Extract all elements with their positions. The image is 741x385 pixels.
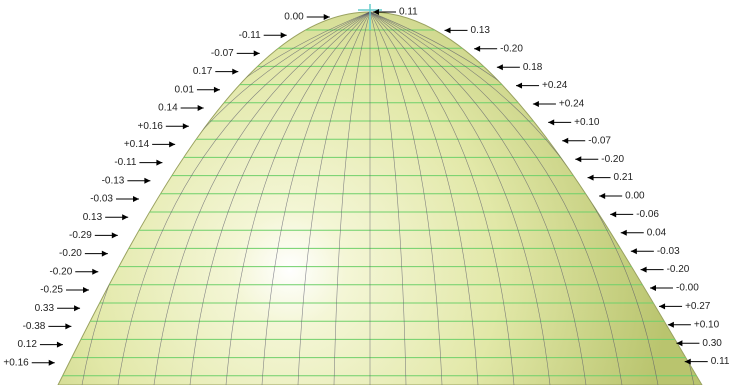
deviation-label: 0.12 [17,339,37,350]
arrow-head [445,27,451,33]
deviation-label: 0.00 [284,12,304,23]
arrow-head [214,87,220,93]
arrow-head [659,303,665,309]
deviation-label: 0.14 [158,103,178,114]
arrow-head [112,232,118,238]
deviation-label: -0.25 [40,285,63,296]
deviation-label: +0.24 [559,99,585,110]
deviation-label: 0.17 [193,66,213,77]
deviation-label: -0.20 [59,248,82,259]
arrow-head [516,83,522,89]
dome-view: 0.00 -0.11 -0.07 0.17 0.01 0.14 +0.16 +0.14 -0.1… [0,0,741,385]
deviation-label: +0.24 [542,80,568,91]
arrow-head [65,323,71,329]
deviation-label: -0.06 [636,209,659,220]
deviation-label: -0.03 [657,246,680,257]
arrow-head [49,360,55,366]
arrow-head [254,50,260,56]
deviation-label: 0.18 [523,62,543,73]
arrow-head [198,105,204,111]
deviation-label: 0.11 [399,7,418,18]
arrow-head [122,214,128,220]
deviation-label: -0.20 [667,264,690,275]
deviation-label: +0.16 [138,121,164,132]
deviation-label: -0.13 [102,175,125,186]
deviation-label: 0.11 [711,356,730,367]
arrow-head [562,138,568,144]
arrow-head [474,46,480,52]
deviation-label: 0.00 [625,191,645,202]
deviation-label: 0.33 [35,303,55,314]
deviation-label: 0.01 [174,84,194,95]
deviation-label: -0.20 [500,43,523,54]
arrow-head [533,101,539,107]
deviation-label: 0.30 [702,338,722,349]
arrow-head [57,342,63,348]
arrow-head [102,251,108,257]
arrow-head [169,141,175,147]
dome-surface [58,12,702,385]
arrow-head [232,69,238,75]
deviation-label: +0.16 [3,357,29,368]
arrow-head [621,230,627,236]
arrow-head [641,267,647,273]
deviation-label: -0.07 [211,48,234,59]
deviation-label: -0.03 [90,194,113,205]
arrow-head [83,287,89,293]
arrow-head [156,160,162,166]
arrow-head [74,305,80,311]
arrow-head [599,193,605,199]
arrow-head [631,248,637,254]
deviation-label: +0.27 [685,301,711,312]
deviation-label: -0.11 [114,157,136,168]
arrow-head [183,123,189,129]
deviation-label: -0.20 [49,266,72,277]
arrow-head [144,178,150,184]
deviation-label: +0.10 [694,319,720,330]
arrow-head [588,175,594,181]
deviation-label: 0.04 [647,227,667,238]
deviation-label: +0.10 [574,117,600,128]
deviation-label: -0.20 [601,154,624,165]
deviation-label: -0.29 [69,230,92,241]
arrow-head [575,156,581,162]
arrow-head [133,196,139,202]
arrow-head [668,322,674,328]
arrow-head [497,64,503,70]
deviation-label: 0.13 [83,212,103,223]
arrow-head [650,285,656,291]
arrow-head [548,119,554,125]
deviation-label: +0.14 [124,139,150,150]
arrow-head [92,269,98,275]
deviation-label: 0.21 [614,172,634,183]
deviation-label: 0.13 [471,25,491,36]
deviation-label: -0.38 [23,321,46,332]
deviation-label: -0.00 [676,283,699,294]
deviation-label: -0.07 [588,135,611,146]
deviation-label: -0.11 [239,30,261,41]
arrow-head [281,32,287,38]
arrow-head [610,211,616,217]
